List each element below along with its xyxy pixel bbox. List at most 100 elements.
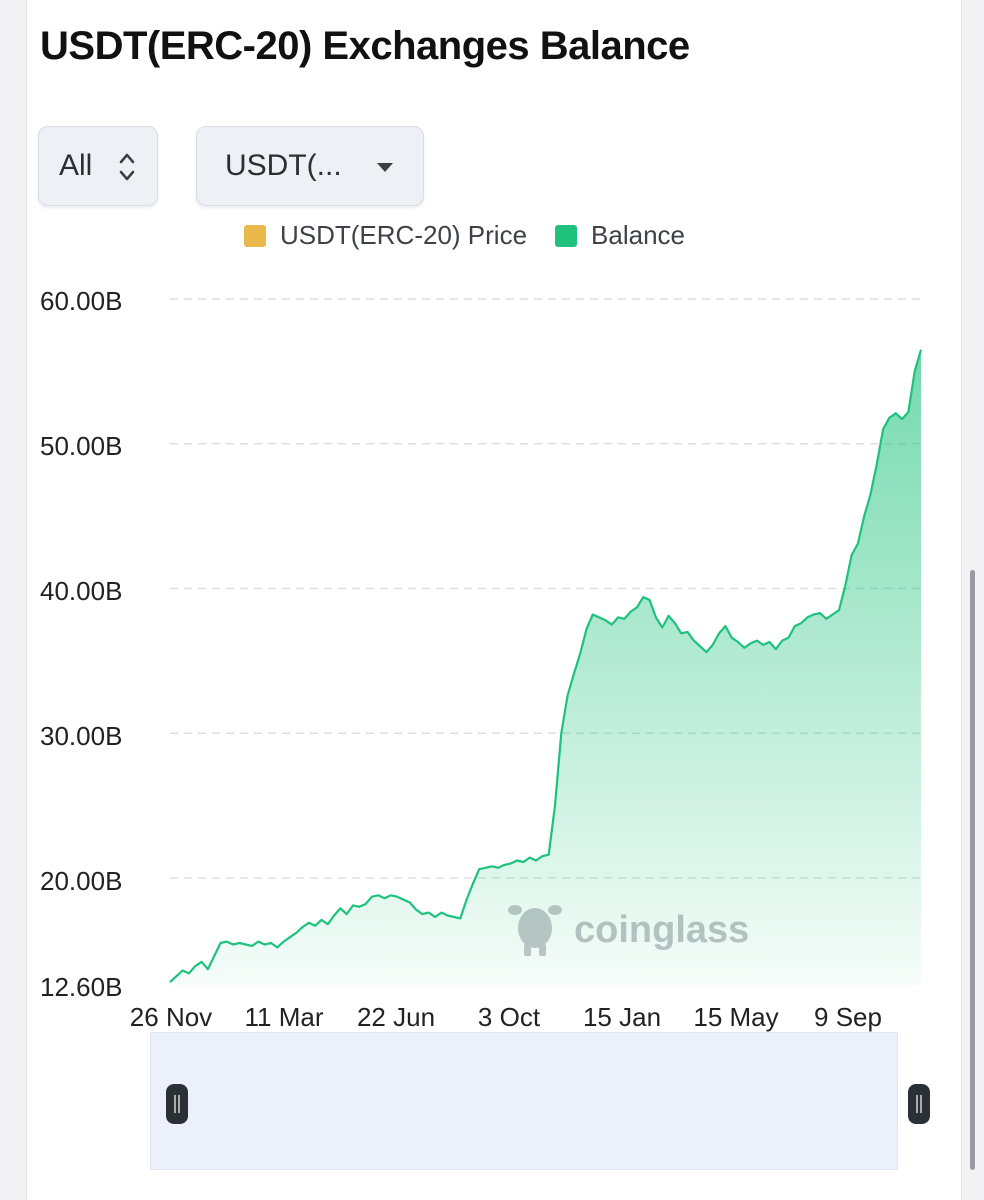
balance-point[interactable] bbox=[370, 895, 374, 899]
balance-point[interactable] bbox=[837, 608, 841, 612]
balance-point[interactable] bbox=[673, 621, 677, 625]
balance-point[interactable] bbox=[357, 905, 361, 909]
balance-point[interactable] bbox=[540, 854, 544, 858]
balance-point[interactable] bbox=[585, 627, 589, 631]
balance-point[interactable] bbox=[275, 945, 279, 949]
balance-point[interactable] bbox=[875, 462, 879, 466]
balance-point[interactable] bbox=[761, 643, 765, 647]
balance-point[interactable] bbox=[452, 915, 456, 919]
balance-point[interactable] bbox=[805, 615, 809, 619]
balance-point[interactable] bbox=[559, 731, 563, 735]
balance-point[interactable] bbox=[616, 615, 620, 619]
slider-handle-right[interactable] bbox=[908, 1084, 930, 1124]
balance-point[interactable] bbox=[610, 623, 614, 627]
balance-point[interactable] bbox=[521, 860, 525, 864]
balance-point[interactable] bbox=[231, 943, 235, 947]
balance-point[interactable] bbox=[553, 804, 557, 808]
balance-point[interactable] bbox=[831, 613, 835, 617]
balance-point[interactable] bbox=[301, 925, 305, 929]
balance-point[interactable] bbox=[326, 922, 330, 926]
balance-point[interactable] bbox=[887, 416, 891, 420]
balance-point[interactable] bbox=[219, 941, 223, 945]
balance-point[interactable] bbox=[679, 631, 683, 635]
balance-point[interactable] bbox=[395, 895, 399, 899]
balance-point[interactable] bbox=[787, 636, 791, 640]
balance-point[interactable] bbox=[641, 595, 645, 599]
balance-point[interactable] bbox=[900, 417, 904, 421]
balance-point[interactable] bbox=[174, 974, 178, 978]
balance-point[interactable] bbox=[338, 906, 342, 910]
balance-point[interactable] bbox=[420, 912, 424, 916]
balance-point[interactable] bbox=[534, 859, 538, 863]
balance-point[interactable] bbox=[307, 921, 311, 925]
balance-point[interactable] bbox=[622, 617, 626, 621]
balance-point[interactable] bbox=[780, 639, 784, 643]
balance-point[interactable] bbox=[294, 931, 298, 935]
balance-point[interactable] bbox=[843, 584, 847, 588]
slider-handle-left[interactable] bbox=[166, 1084, 188, 1124]
balance-point[interactable] bbox=[812, 613, 816, 617]
balance-point[interactable] bbox=[686, 630, 690, 634]
balance-point[interactable] bbox=[332, 914, 336, 918]
balance-point[interactable] bbox=[269, 941, 273, 945]
balance-point[interactable] bbox=[458, 916, 462, 920]
balance-point[interactable] bbox=[547, 853, 551, 857]
balance-point[interactable] bbox=[256, 940, 260, 944]
balance-point[interactable] bbox=[496, 866, 500, 870]
balance-point[interactable] bbox=[503, 863, 507, 867]
balance-point[interactable] bbox=[168, 980, 172, 984]
balance-point[interactable] bbox=[919, 348, 923, 352]
coin-select[interactable]: USDT(... bbox=[196, 126, 424, 206]
balance-point[interactable] bbox=[730, 636, 734, 640]
balance-point[interactable] bbox=[578, 652, 582, 656]
balance-point[interactable] bbox=[793, 624, 797, 628]
legend-item-price[interactable]: USDT(ERC-20) Price bbox=[244, 220, 527, 251]
balance-point[interactable] bbox=[471, 882, 475, 886]
balance-point[interactable] bbox=[698, 644, 702, 648]
balance-point[interactable] bbox=[572, 672, 576, 676]
balance-point[interactable] bbox=[667, 614, 671, 618]
balance-point[interactable] bbox=[446, 914, 450, 918]
balance-point[interactable] bbox=[566, 694, 570, 698]
balance-point[interactable] bbox=[288, 935, 292, 939]
balance-point[interactable] bbox=[376, 893, 380, 897]
balance-point[interactable] bbox=[850, 553, 854, 557]
balance-point[interactable] bbox=[320, 918, 324, 922]
balance-point[interactable] bbox=[237, 941, 241, 945]
balance-point[interactable] bbox=[824, 617, 828, 621]
balance-point[interactable] bbox=[250, 944, 254, 948]
balance-point[interactable] bbox=[894, 411, 898, 415]
balance-point[interactable] bbox=[799, 621, 803, 625]
balance-point[interactable] bbox=[736, 640, 740, 644]
legend-item-balance[interactable]: Balance bbox=[555, 220, 685, 251]
balance-point[interactable] bbox=[704, 650, 708, 654]
balance-point[interactable] bbox=[433, 915, 437, 919]
balance-point[interactable] bbox=[660, 626, 664, 630]
balance-point[interactable] bbox=[774, 647, 778, 651]
balance-point[interactable] bbox=[768, 640, 772, 644]
balance-point[interactable] bbox=[345, 912, 349, 916]
balance-point[interactable] bbox=[383, 896, 387, 900]
balance-point[interactable] bbox=[509, 861, 513, 865]
balance-point[interactable] bbox=[515, 859, 519, 863]
balance-point[interactable] bbox=[604, 618, 608, 622]
balance-point[interactable] bbox=[212, 954, 216, 958]
range-select[interactable]: All bbox=[38, 126, 158, 206]
balance-point[interactable] bbox=[629, 610, 633, 614]
balance-point[interactable] bbox=[193, 964, 197, 968]
balance-point[interactable] bbox=[591, 613, 595, 617]
balance-point[interactable] bbox=[225, 940, 229, 944]
range-slider[interactable] bbox=[150, 1032, 898, 1170]
balance-point[interactable] bbox=[244, 943, 248, 947]
balance-point[interactable] bbox=[389, 893, 393, 897]
balance-point[interactable] bbox=[742, 646, 746, 650]
balance-point[interactable] bbox=[856, 542, 860, 546]
balance-point[interactable] bbox=[818, 611, 822, 615]
balance-point[interactable] bbox=[477, 867, 481, 871]
balance-point[interactable] bbox=[427, 911, 431, 915]
balance-point[interactable] bbox=[913, 369, 917, 373]
balance-point[interactable] bbox=[711, 643, 715, 647]
balance-point[interactable] bbox=[869, 492, 873, 496]
balance-point[interactable] bbox=[439, 911, 443, 915]
